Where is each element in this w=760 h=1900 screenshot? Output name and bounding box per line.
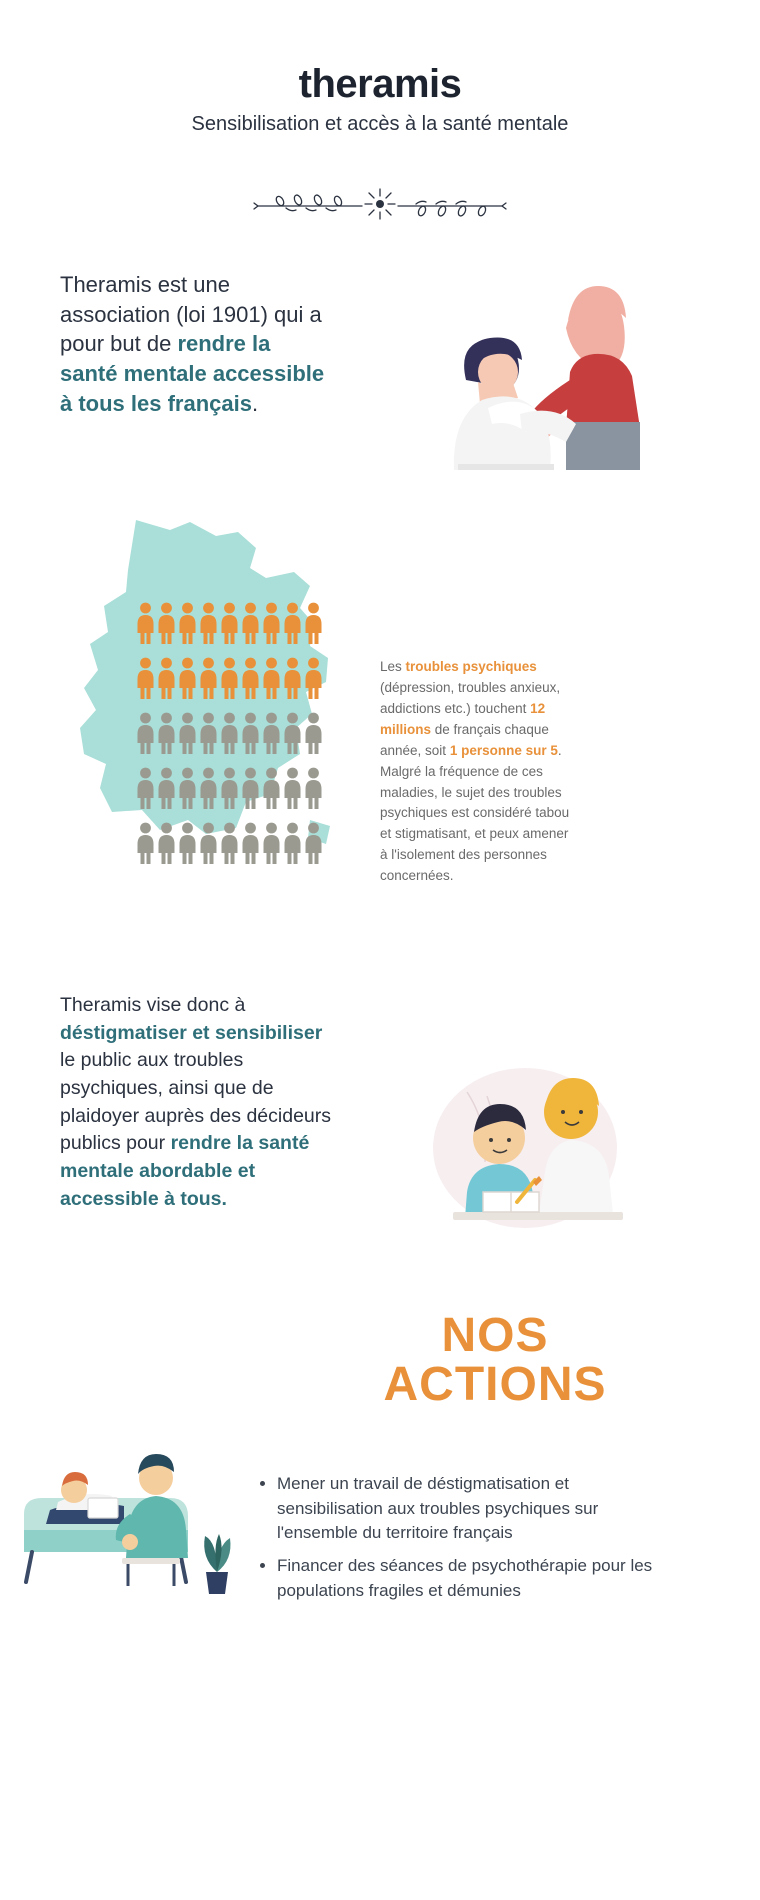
person-glyph [158,712,175,754]
person-glyph [242,767,259,809]
therapy-session-illustration [24,1454,231,1594]
person-glyph [137,657,154,699]
person-glyph [200,657,217,699]
person-glyph [263,657,280,699]
person-glyph [158,822,175,864]
stat-lead: Les [380,659,406,674]
page-header: theramis Sensibilisation et accès à la s… [0,0,760,220]
actions-title-line1: NOS [441,1309,549,1362]
person-glyph [305,712,322,754]
person-glyph [221,657,238,699]
person-glyph [200,822,217,864]
intro-section: Theramis est une association (loi 1901) … [0,262,760,492]
person-glyph [284,822,301,864]
actions-bullet-list: Mener un travail de déstigmatisation et … [255,1472,655,1611]
person-glyph [284,602,301,644]
person-glyph [221,822,238,864]
person-glyph [158,657,175,699]
statistics-section: Les troubles psychiques (dépression, tro… [0,502,760,922]
person-glyph [263,767,280,809]
actions-title: NOS ACTIONS [285,1309,705,1411]
person-glyph [221,602,238,644]
person-glyph [263,602,280,644]
destigmatisation-section: Theramis vise donc à déstigmatiser et se… [0,992,760,1282]
person-glyph [200,767,217,809]
brand-title: theramis [298,62,462,106]
actions-title-line2: ACTIONS [383,1357,607,1411]
person-glyph [137,767,154,809]
person-glyph [137,712,154,754]
person-glyph [158,602,175,644]
stat-p4: . Malgré la fréquence de ces maladies, l… [380,742,570,884]
person-glyph [179,657,196,699]
stat-p2: (dépression, troubles anxieux, addiction… [380,679,561,716]
person-glyph [305,657,322,699]
comforting-hug-illustration [453,286,640,470]
person-glyph [284,657,301,699]
actions-section: NOS ACTIONS Mener un travail de déstigma… [0,1309,760,1742]
person-glyph [158,767,175,809]
intro-text-part2: . [251,390,259,416]
desti-b1: déstigmatiser et sensibiliser [60,1021,323,1044]
parent-child-study-illustration [433,1068,623,1228]
person-glyph [221,712,238,754]
page-tagline: Sensibilisation et accès à la santé ment… [191,113,569,135]
person-glyph [137,822,154,864]
desti-t1: Theramis vise donc à [60,994,246,1016]
stat-bold-ratio: 1 personne sur 5 [449,742,558,758]
person-glyph [179,767,196,809]
intro-highlight: rendre la santé mentale accessible à tou… [60,331,325,416]
person-glyph [137,602,154,644]
person-glyph [179,602,196,644]
stat-p3: de français chaque année, soit [380,721,549,758]
person-glyph [242,657,259,699]
person-glyph [221,767,238,809]
person-glyph [305,822,322,864]
desti-t2: le public aux troubles psychiques, ainsi… [60,1049,332,1155]
floral-divider-icon [253,188,507,220]
person-glyph [284,767,301,809]
person-glyph [242,822,259,864]
person-glyph [242,712,259,754]
person-glyph [305,602,322,644]
person-glyph [200,712,217,754]
person-glyph [179,822,196,864]
statistics-paragraph: Les troubles psychiques (dépression, tro… [380,657,570,887]
person-glyph [242,602,259,644]
stat-bold-millions: 12 millions [380,700,546,737]
person-glyph [284,712,301,754]
person-glyph [263,712,280,754]
person-glyph [200,602,217,644]
stat-bold-troubles: troubles psychiques [405,659,537,674]
list-item: Financer des séances de psychothérapie p… [277,1554,655,1603]
destigmatisation-paragraph: Theramis vise donc à déstigmatiser et se… [60,992,335,1214]
map-wrapper [10,502,380,902]
list-item: Mener un travail de déstigmatisation et … [277,1472,655,1546]
person-glyph [179,712,196,754]
desti-b2: rendre la santé mentale abordable et acc… [60,1132,310,1210]
person-glyph [263,822,280,864]
person-glyph [305,767,322,809]
intro-paragraph: Theramis est une association (loi 1901) … [60,270,325,418]
intro-text-part1: Theramis est une association (loi 1901) … [60,272,322,357]
people-pictogram-icon [136,602,325,864]
